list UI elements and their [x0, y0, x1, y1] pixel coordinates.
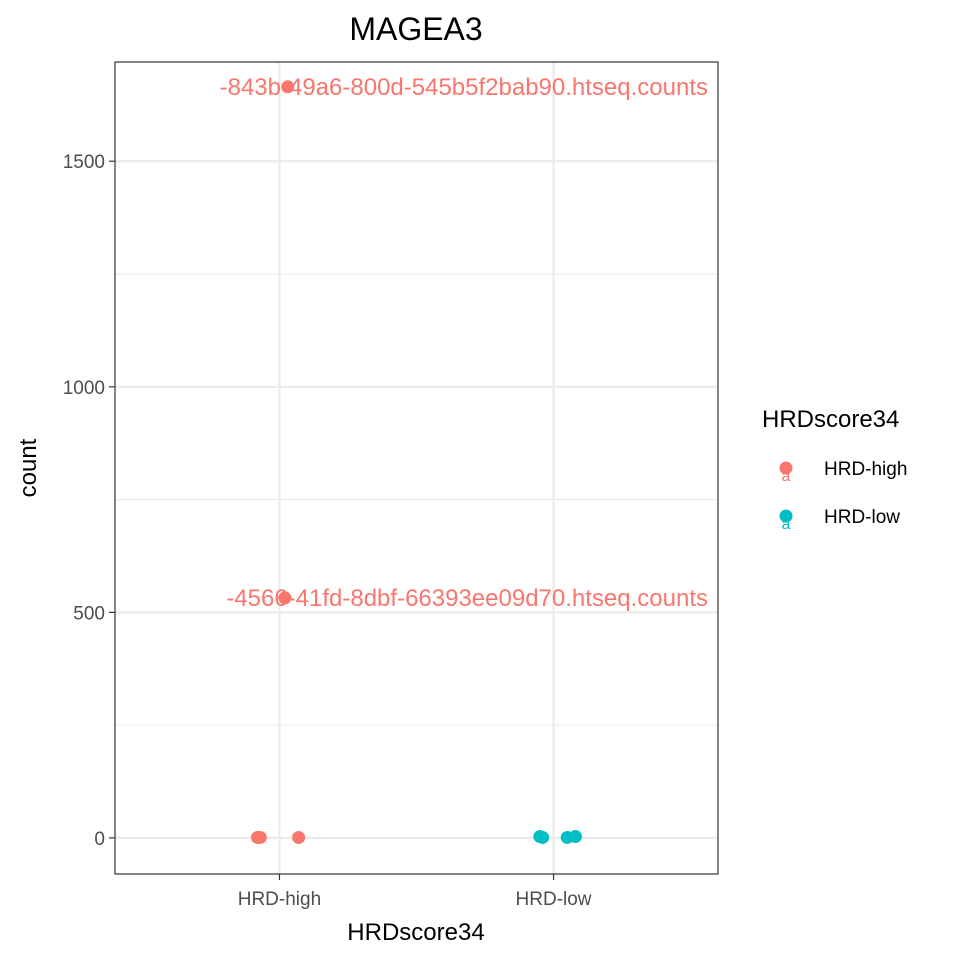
x-tick-label: HRD-high: [238, 889, 321, 910]
legend-title: HRDscore34: [762, 406, 899, 433]
legend-key-point: [779, 509, 793, 523]
data-point: [278, 591, 292, 605]
legend-key-glyph: a: [782, 516, 791, 533]
legend-key-point: [779, 461, 793, 475]
y-tick-label: 500: [73, 603, 105, 624]
legend-label: HRD-low: [824, 507, 900, 528]
grid-minor: [115, 273, 718, 726]
legend: HRDscore34 a HRD-high a HRD-low: [762, 406, 907, 533]
data-point: [568, 830, 582, 844]
y-axis: 0 500 1000 1500: [63, 152, 115, 850]
data-point: [281, 80, 295, 94]
annotations: -843b-49a6-800d-545b5f2bab90.htseq.count…: [220, 74, 708, 612]
plot-panel-border: [114, 61, 719, 875]
y-tick-label: 1500: [63, 152, 105, 173]
data-point: [253, 830, 267, 844]
plot-panel: [115, 62, 718, 874]
x-axis: HRD-high HRD-low: [238, 874, 592, 910]
y-tick-label: 0: [94, 829, 105, 850]
legend-entries: a HRD-high a HRD-low: [779, 459, 907, 533]
legend-entry: a HRD-high: [779, 459, 907, 485]
point-annotation: -843b-49a6-800d-545b5f2bab90.htseq.count…: [220, 74, 708, 101]
y-axis-title: count: [15, 438, 42, 497]
point-annotation: -4566-41fd-8dbf-66393ee09d70.htseq.count…: [226, 585, 708, 612]
data-point: [292, 830, 306, 844]
legend-label: HRD-high: [824, 459, 907, 480]
data-points: [251, 80, 582, 844]
y-tick-label: 1000: [63, 378, 105, 399]
x-axis-title: HRDscore34: [347, 919, 484, 946]
data-point: [536, 830, 550, 844]
chart-title: MAGEA3: [349, 11, 482, 47]
grid-major: [115, 62, 718, 874]
legend-entry: a HRD-low: [779, 507, 900, 533]
x-tick-label: HRD-low: [516, 889, 592, 910]
legend-key-glyph: a: [782, 468, 791, 485]
